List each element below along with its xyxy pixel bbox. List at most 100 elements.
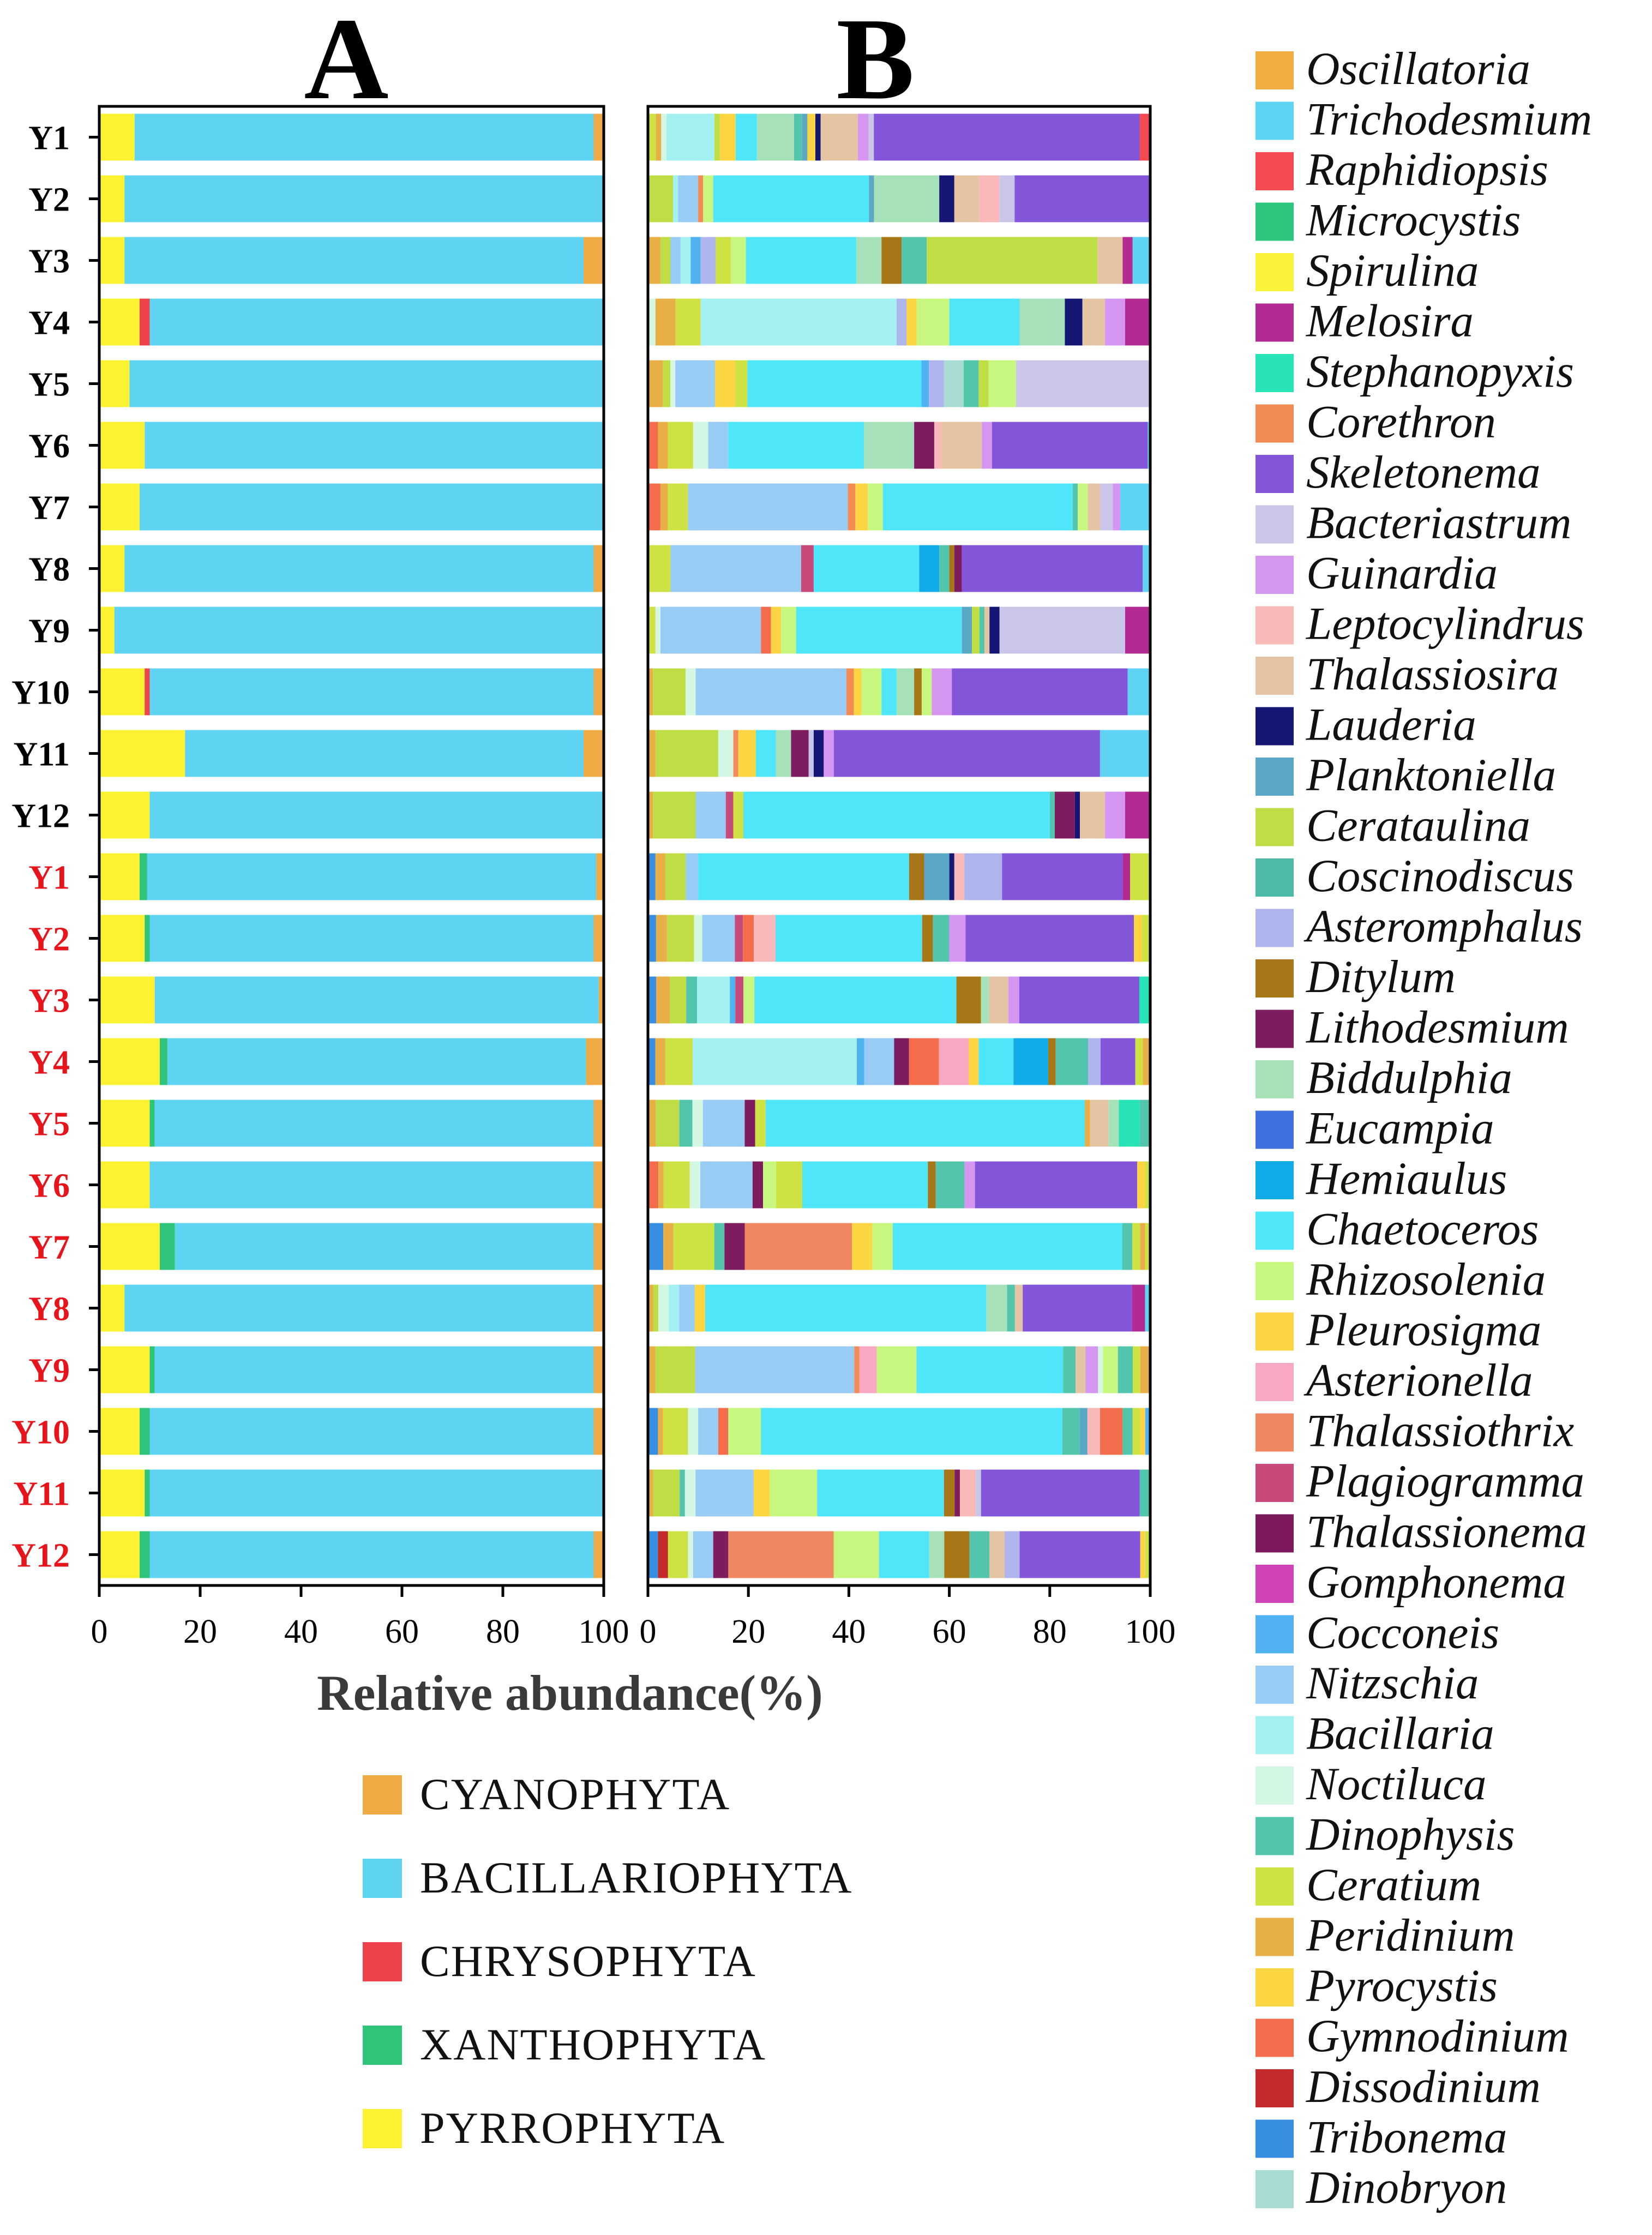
bar-segment-ceratium [776,1161,803,1209]
legend-label: Oscillatoria [1306,43,1530,94]
bar-segment-ceratium [648,545,671,592]
category-label: Y6 [28,1168,70,1205]
bar-segment-cerataulina [655,1346,695,1393]
bar-segment-dinophysis [686,976,698,1024]
bar-segment-pyrocystis [715,360,735,407]
legend-swatch [1255,253,1294,291]
bar-segment-asteromphalus [1004,1531,1020,1578]
legend-swatch [363,1942,402,1981]
bar-segment-bacillariophyta [114,606,604,654]
bar-segment-peridinium [1140,1223,1145,1270]
bar-segment-chaetoceros [698,853,909,900]
bar-segment-thalassiosira [984,606,990,654]
bar-segment-melosira [1125,791,1150,839]
bar-segment-dinophysis [939,545,950,592]
bar-segment-dinophysis [1072,483,1078,531]
bar-segment-peridinium [648,668,653,716]
bar-segment-biddulphia [756,113,795,161]
bar-segment-gymnodinium [909,1038,939,1085]
bar-segment-pyrrophyta [99,422,145,469]
bar-segment-plagiogramma [801,545,814,592]
bar-segment-peridinium [648,1284,653,1332]
legend-swatch [1255,101,1294,140]
bar-segment-xanthophyta [160,1223,175,1270]
bar-segment-peridinium [648,360,663,407]
category-label: Y6 [28,428,70,465]
legend-label: Gomphonema [1306,1557,1566,1608]
legend-label: Noctiluca [1306,1758,1487,1810]
bar-segment-noctiluca [692,1100,703,1147]
bar-segment-cyanophyta [584,730,604,777]
category-label: Y4 [28,1044,70,1082]
bar-segment-leptocylindrus [959,1469,976,1517]
x-tick-label: 100 [579,1613,629,1650]
bar-segment-skeletonema [1019,1531,1140,1578]
bar-segment-lithodesmium [954,545,962,592]
legend-swatch [1255,152,1294,190]
bar-segment-noctiluca [689,1161,700,1209]
bar-segment-cyanophyta [596,853,604,900]
legend-label: Trichodesmium [1306,94,1592,145]
bar-segment-chaetoceros [775,915,922,962]
bar-segment-cerataulina [648,175,674,223]
bar-segment-ceratium [1130,853,1150,900]
legend-label: Eucampia [1306,1103,1494,1154]
bar-segment-lauderia [813,730,824,777]
bar-segment-ditylum [944,1469,955,1517]
bar-segment-rhizosolenia [730,237,746,284]
bar-segment-noctiluca [661,113,667,161]
bar-segment-corethron [733,730,738,777]
bar-segment-planktoniella [802,113,808,161]
legend-label: XANTHOPHYTA [420,2020,766,2069]
bar-segment-pyrrophyta [99,1161,150,1209]
bar-segment-ceratium [665,1038,693,1085]
bar-segment-xanthophyta [149,1100,155,1147]
x-tick-label: 0 [91,1613,108,1650]
bar-segment-pyrocystis [753,1469,770,1517]
bar-segment-cerataulina [670,976,687,1024]
bar-segment-ceratium [1135,1038,1143,1085]
bar-segment-pyrrophyta [99,237,125,284]
x-tick-label: 60 [933,1613,966,1650]
bar-segment-biddulphia [929,1531,945,1578]
legend-swatch [1255,2069,1294,2107]
bar-segment-ditylum [956,976,981,1024]
bar-segment-ceratium [735,360,748,407]
bar-segment-noctiluca [686,668,696,716]
bar-segment-plagiogramma [735,976,744,1024]
bar-segment-rhizosolenia [833,1531,879,1578]
bar-segment-rhizosolenia [743,976,755,1024]
bar-segment-chaetoceros [879,1531,929,1578]
bar-segment-cerataulina [978,360,989,407]
bar-segment-biddulphia [896,668,915,716]
bar-segment-pyrocystis [1140,1408,1145,1455]
bar-segment-chaetoceros [881,668,897,716]
bar-segment-cyanophyta [593,915,604,962]
bar-segment-thalassiosira [1082,298,1106,346]
bar-segment-chaetoceros [765,1100,1085,1147]
bar-segment-bacillariophyta [124,175,604,223]
bar-segment-gymnodinium [718,1408,729,1455]
legend-label: Stephanopyxis [1306,346,1574,397]
bar-segment-leptocylindrus [954,853,965,900]
bar-segment-ceratium [1133,1346,1140,1393]
bar-segment-bacillaria [669,1284,680,1332]
bar-segment-planktoniella [924,853,950,900]
legend-swatch [1255,808,1294,846]
bar-segment-bacteriastrum [808,730,814,777]
bar-segment-ceratium [663,1161,690,1209]
bar-segment-ceratium [648,606,656,654]
bar-segment-cocconeis [730,976,736,1024]
bar-segment-lithodesmium [914,422,934,469]
bar-segment-asterionella [859,1346,877,1393]
bar-segment-peridinium [655,298,676,346]
bar-segment-cerataulina [653,1284,659,1332]
bar-segment-rhizosolenia [868,483,883,531]
bar-segment-ditylum [949,545,954,592]
bar-segment-cyanophyta [593,1531,604,1578]
bar-segment-gymnodinium [648,422,658,469]
legend-label: Biddulphia [1306,1052,1512,1103]
bar-segment-bacillaria [680,237,691,284]
bar-segment-nitzschia [670,237,681,284]
category-label: Y11 [14,736,70,773]
